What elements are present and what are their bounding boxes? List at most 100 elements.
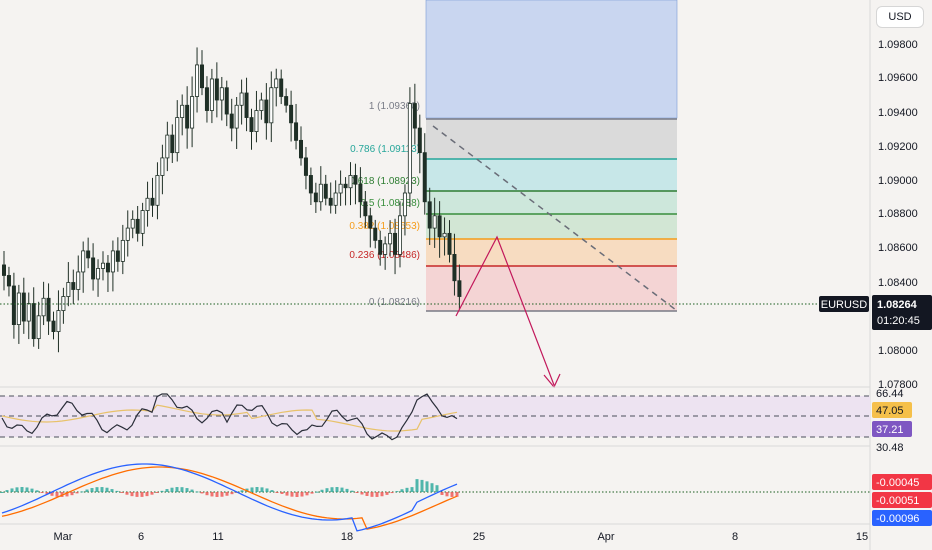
countdown-value: 01:20:45 xyxy=(877,315,920,327)
macd-hist-bar xyxy=(410,487,414,492)
macd-hist-bar xyxy=(110,489,114,492)
time-tick-label: 25 xyxy=(473,531,485,543)
macd-value-tag: -0.00051 xyxy=(872,492,932,508)
fib-zone xyxy=(426,214,677,239)
macd-hist-bar xyxy=(445,492,449,497)
price-axis[interactable]: 1.09800 1.09600 1.09400 1.09200 1.09000 1.088… xyxy=(878,39,918,391)
candle-body xyxy=(165,134,170,159)
candle-body xyxy=(195,64,200,97)
price-tick-label: 1.09600 xyxy=(878,72,918,84)
rsi-ma-line xyxy=(1,404,458,432)
rsi-upper-label: 66.44 xyxy=(876,388,904,400)
macd-hist-bar xyxy=(45,492,49,495)
macd-hist-bar xyxy=(370,492,374,497)
macd-hist-bar xyxy=(145,492,149,497)
candle-body xyxy=(264,99,269,124)
macd-hist-bar xyxy=(200,492,204,494)
currency-button[interactable]: USD xyxy=(876,6,924,28)
macd-hist-bar xyxy=(140,492,144,497)
macd-hist-bar xyxy=(5,490,9,492)
candle-body xyxy=(135,218,140,234)
macd-hist-bar xyxy=(375,492,379,497)
candle-body xyxy=(294,122,299,141)
macd-hist-bar xyxy=(195,491,199,493)
macd-hist-bar xyxy=(325,488,329,492)
fib-zone xyxy=(426,191,677,214)
candle-body xyxy=(289,104,294,124)
macd-hist-bar xyxy=(120,492,124,493)
macd-hist-bar xyxy=(290,492,294,497)
macd-hist-bar xyxy=(160,490,164,492)
candle-body xyxy=(66,282,71,297)
price-tick-label: 1.08000 xyxy=(878,345,918,357)
time-tick-label: Mar xyxy=(54,531,73,543)
candle-body xyxy=(31,303,36,340)
macd-hist-bar xyxy=(440,492,444,495)
candle-body xyxy=(190,96,195,129)
fib-level-label: 0.786 (1.09113) xyxy=(350,144,420,155)
candle-body xyxy=(26,303,31,322)
time-axis[interactable]: Mar 6 11 18 25 Apr 8 15 xyxy=(54,531,869,543)
price-tick-label: 1.08800 xyxy=(878,208,918,220)
macd-hist-bar xyxy=(405,487,409,492)
macd-hist-bar xyxy=(70,492,74,496)
macd-hist-bar xyxy=(265,488,269,492)
candle-body xyxy=(160,157,165,176)
macd-hist-bar xyxy=(185,488,189,492)
candle-body xyxy=(313,192,318,203)
rsi-value-tag: 37.21 xyxy=(872,421,912,437)
macd-line xyxy=(1,463,458,532)
candle-body xyxy=(447,232,452,255)
macd-hist-bar xyxy=(360,492,364,495)
candle-body xyxy=(21,292,26,322)
candle-body xyxy=(170,134,175,154)
macd-hist-value: -0.00045 xyxy=(876,477,919,489)
macd-signal-line xyxy=(1,466,458,530)
candle-body xyxy=(229,113,234,129)
macd-hist-bar xyxy=(435,485,439,492)
candle-body xyxy=(110,250,115,273)
macd-hist-bar xyxy=(295,492,299,497)
candle-body xyxy=(383,243,388,255)
candle-body xyxy=(125,227,130,241)
rsi-lower-label: 30.48 xyxy=(876,442,904,454)
price-tick-label: 1.09000 xyxy=(878,175,918,187)
candle-body xyxy=(333,192,338,206)
fib-level-label: 1 (1.09360) xyxy=(369,101,420,112)
candle-body xyxy=(76,271,81,290)
candle-body xyxy=(86,250,91,259)
candle-body xyxy=(328,197,333,206)
price-tick-label: 1.09800 xyxy=(878,39,918,51)
macd-value: -0.00051 xyxy=(876,495,919,507)
macd-hist-bar xyxy=(415,479,419,492)
candle-body xyxy=(348,175,353,189)
macd-hist-bar xyxy=(135,492,139,497)
candle-body xyxy=(303,157,308,176)
candles xyxy=(2,47,462,353)
fib-level-label: 0.382 (1.08653) xyxy=(349,221,420,232)
candle-body xyxy=(442,232,447,238)
candle-body xyxy=(185,104,190,129)
macd-hist-bar xyxy=(355,492,359,493)
price-tick-label: 1.08600 xyxy=(878,242,918,254)
macd-hist-bar xyxy=(285,492,289,496)
fib-zone xyxy=(426,266,677,311)
current-price-value: 1.08264 xyxy=(877,299,918,311)
candle-body xyxy=(373,227,378,241)
macd-hist-bar xyxy=(365,492,369,496)
macd-hist-bar xyxy=(30,488,34,492)
macd-hist-bar xyxy=(85,489,89,492)
candle-body xyxy=(224,87,229,115)
macd-hist-bar xyxy=(90,488,94,492)
macd-hist-bar xyxy=(330,487,334,492)
macd-hist-bar xyxy=(380,492,384,497)
macd-hist-bar xyxy=(205,492,209,496)
candle-body xyxy=(130,218,135,229)
macd-hist-bar xyxy=(240,490,244,492)
candle-body xyxy=(180,104,185,118)
candle-body xyxy=(101,262,106,269)
candle-body xyxy=(204,87,209,111)
rsi-ma-tag: 47.05 xyxy=(872,402,912,418)
candle-body xyxy=(393,232,398,255)
